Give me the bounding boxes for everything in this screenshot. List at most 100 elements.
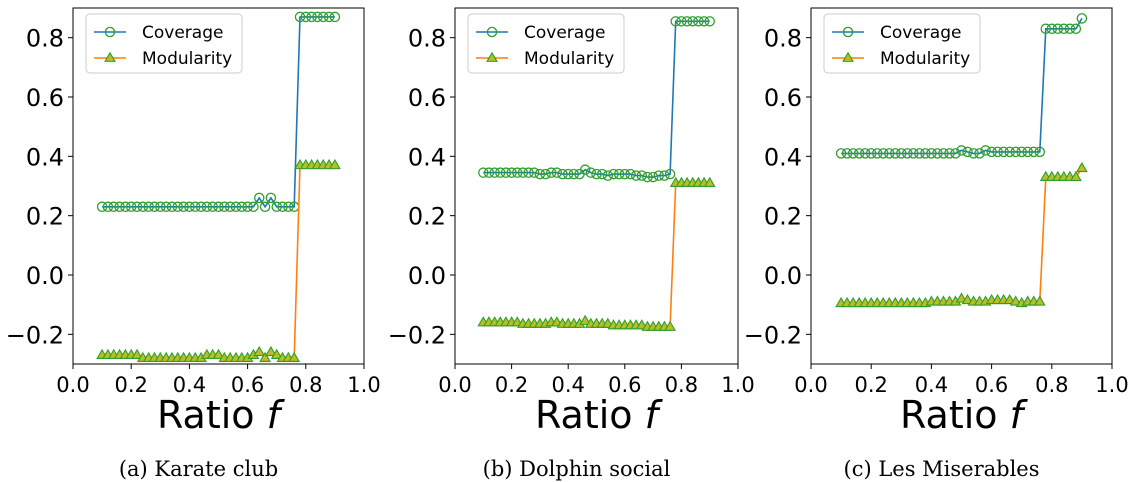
coverage-point [625,168,636,180]
coverage-point [1040,23,1052,35]
coverage-line [483,20,710,178]
x-tick-label: 0.2 [495,373,528,397]
coverage-point [890,148,901,159]
legend-label: Modularity [524,49,614,69]
coverage-point [591,168,602,180]
coverage-point [528,167,540,178]
legend-circle-icon [842,26,854,38]
modularity-point [1009,295,1022,306]
coverage-point [1010,146,1021,158]
coverage-point [630,170,642,181]
coverage-point [283,201,294,213]
coverage-point [534,168,546,180]
coverage-point [704,16,715,27]
coverage-point [557,168,568,180]
coverage-point [950,148,961,159]
coverage-point [877,148,889,159]
coverage-point [926,148,937,159]
x-tick-label: 0.2 [854,373,887,397]
modularity-line [841,167,1083,305]
legend-label: Coverage [524,23,605,43]
coverage-point [968,148,979,159]
modularity-point [329,158,341,170]
coverage-point [166,201,178,213]
x-tick-label: 0.4 [173,373,206,397]
y-tick-label: −0.2 [6,321,64,349]
legend-circle-icon [104,26,116,38]
coverage-point [523,167,534,178]
coverage-point [500,167,512,178]
coverage-point [131,201,143,213]
coverage-point [143,201,154,213]
coverage-point [1064,23,1076,35]
coverage-point [248,201,259,213]
coverage-point [189,201,201,213]
y-tick-label: 0.0 [408,262,446,290]
coverage-point [562,168,574,180]
coverage-point [914,148,925,159]
y-tick-label: 0.2 [764,203,802,231]
plot-frame [454,7,739,365]
y-tick-label: 0.6 [408,84,446,112]
coverage-line [102,16,335,209]
coverage-point [670,16,681,27]
coverage-point [489,167,500,178]
coverage-point [653,170,665,181]
coverage-point [871,148,883,159]
coverage-point [884,148,895,159]
coverage-point [932,148,943,159]
y-tick-label: 0.0 [764,262,802,290]
coverage-point [545,167,557,178]
legend-triangle-icon [104,51,116,62]
coverage-point [125,201,137,213]
modularity-point [131,348,143,360]
x-tick-label: 0.2 [114,373,147,397]
y-tick-label: 0.8 [26,25,64,53]
coverage-point [137,201,149,213]
coverage-point [698,16,710,27]
coverage-point [294,11,306,23]
y-tick-label: 0.8 [764,25,802,53]
coverage-point [108,201,119,213]
x-tick-label: 0.0 [56,373,89,397]
coverage-point [207,201,218,213]
coverage-point [944,148,955,159]
x-axis-label-text: Ratio [900,393,1010,437]
coverage-point [602,170,614,181]
coverage-point [312,11,323,23]
coverage-point [579,164,591,175]
legend-label: Modularity [880,49,970,69]
x-axis-label-variable: f [645,393,664,437]
modularity-point [270,348,283,360]
coverage-point [259,201,271,213]
coverage-point [201,201,213,213]
y-tick-label: −0.2 [388,321,446,349]
coverage-point [306,11,317,23]
chart-panel-1: 0.0 0.2 0.4 0.6 0.8 1.0−0.20.00.20.40.60.8Rat… [6,7,381,481]
x-axis-label-variable: f [1010,393,1029,437]
modularity-point [253,345,266,357]
coverage-point [998,146,1009,158]
x-axis-label: Ratio f [900,393,1029,437]
coverage-point [974,148,985,159]
x-axis-label-text: Ratio [535,393,645,437]
modularity-point [961,293,974,305]
modularity-point [264,345,277,357]
coverage-point [1076,13,1088,24]
x-tick-label: 0.4 [551,373,584,397]
legend-label: Modularity [142,49,232,69]
coverage-point [506,167,517,178]
x-tick-label: 0.6 [231,373,264,397]
legend-circle-icon [486,26,498,38]
coverage-point [1046,23,1058,35]
coverage-point [920,148,931,159]
coverage-point [847,148,859,159]
coverage-point [1022,146,1033,158]
y-tick-label: 0.8 [408,25,446,53]
y-tick-label: 0.4 [26,143,64,171]
modularity-point [1033,295,1046,306]
plot-frame [72,7,365,365]
coverage-point [551,167,563,178]
x-tick-label: 1.0 [347,373,380,397]
